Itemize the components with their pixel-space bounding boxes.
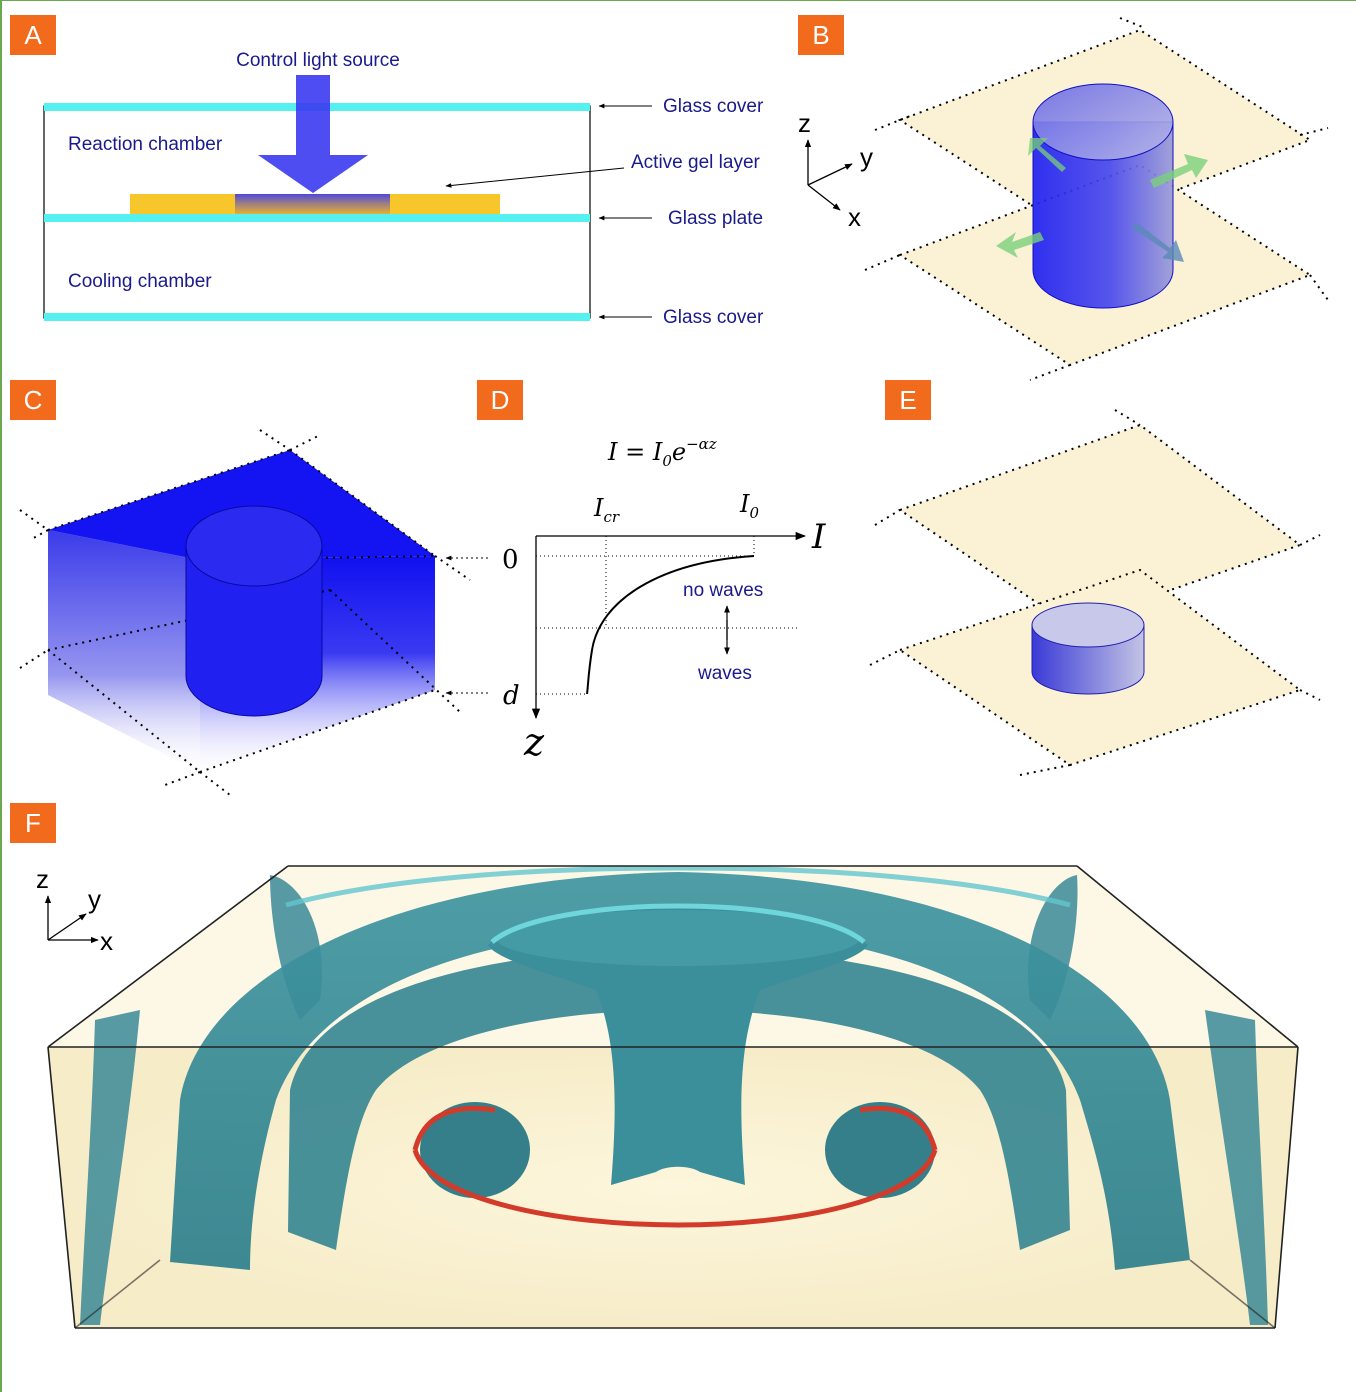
f-y-axis [47, 913, 87, 941]
light-arrow [258, 75, 368, 193]
panel-label-c: C [10, 380, 56, 420]
expansion-arrow [1150, 154, 1208, 188]
depth-label: d [503, 681, 520, 711]
filament-ring [412, 1149, 938, 1228]
no-waves-label: no waves [683, 580, 763, 601]
f-z-label: z [36, 864, 49, 894]
panel-c [19, 429, 488, 796]
intensity-curve [586, 555, 755, 695]
cylinder-top [1032, 83, 1174, 161]
zero-label: 0 [502, 545, 519, 575]
outer-wave-sheet [170, 872, 1190, 1270]
spiral-tip-left [420, 1102, 530, 1198]
panel-e [869, 409, 1321, 776]
panel-a: Control light source Reaction chamber Co… [43, 50, 764, 328]
reaction-chamber-label: Reaction chamber [68, 134, 223, 155]
expansion-arrow [996, 232, 1044, 258]
edge-wave-left [80, 1010, 140, 1325]
small-cylinder-top [1031, 602, 1145, 648]
glass-cover-bottom [44, 313, 590, 321]
control-light-source-label: Control light source [236, 50, 400, 71]
gel-layer-pointer [445, 167, 625, 188]
outer-wave-highlight [285, 865, 1071, 908]
funnel-rim [496, 910, 860, 966]
funnel-rim-highlight [490, 903, 866, 944]
panel-label-b: B [798, 15, 844, 55]
panel-b: z y x [798, 17, 1329, 381]
f-y-label: y [88, 884, 101, 914]
i0-label: I0 [739, 490, 759, 522]
panel-label-f: F [10, 803, 56, 843]
active-gel-layer-label: Active gel layer [631, 152, 761, 173]
f-x-label: x [100, 926, 113, 956]
panel-f: z y x [36, 864, 1299, 1329]
b-y-axis [807, 163, 853, 186]
filament-ring [859, 1105, 938, 1151]
waves-label: waves [697, 663, 752, 684]
glass-cover-bottom-label: Glass cover [663, 307, 764, 328]
filament-ring [412, 1105, 496, 1151]
cooling-chamber-label: Cooling chamber [68, 271, 212, 292]
illuminated-gel-region [235, 194, 390, 214]
expansion-arrow [1028, 138, 1066, 172]
cube-top-face [48, 450, 435, 560]
glass-plate [44, 214, 590, 222]
glass-cover-top-label: Glass cover [663, 96, 764, 117]
glass-plate-label: Glass plate [668, 208, 763, 229]
panel-label-a: A [10, 15, 56, 55]
expansion-arrow [1132, 222, 1184, 262]
i-axis-label: I [811, 517, 826, 557]
inner-wave-sheet [288, 948, 1070, 1250]
b-z-label: z [798, 108, 811, 138]
equation: I = I0e−αz [607, 435, 717, 470]
panel-d: I = I0e−αz Icr I0 I z 0 d no waves waves [502, 435, 826, 764]
spiral-tip-right [825, 1102, 935, 1198]
cube-left-face [48, 530, 200, 772]
z-axis-label: z [523, 720, 545, 764]
panel-label-d: D [477, 380, 523, 420]
box-edges [47, 865, 1299, 1329]
b-x-axis [807, 184, 841, 211]
cylinder-body [1032, 121, 1174, 309]
b-y-label: y [860, 142, 873, 172]
icr-label: Icr [593, 494, 620, 526]
inner-cylinder [185, 545, 323, 717]
edge-wave-right [1205, 1010, 1268, 1325]
top-plane [897, 423, 1303, 627]
inner-cylinder-top [185, 505, 323, 587]
panel-label-e: E [885, 380, 931, 420]
b-x-label: x [848, 202, 861, 232]
